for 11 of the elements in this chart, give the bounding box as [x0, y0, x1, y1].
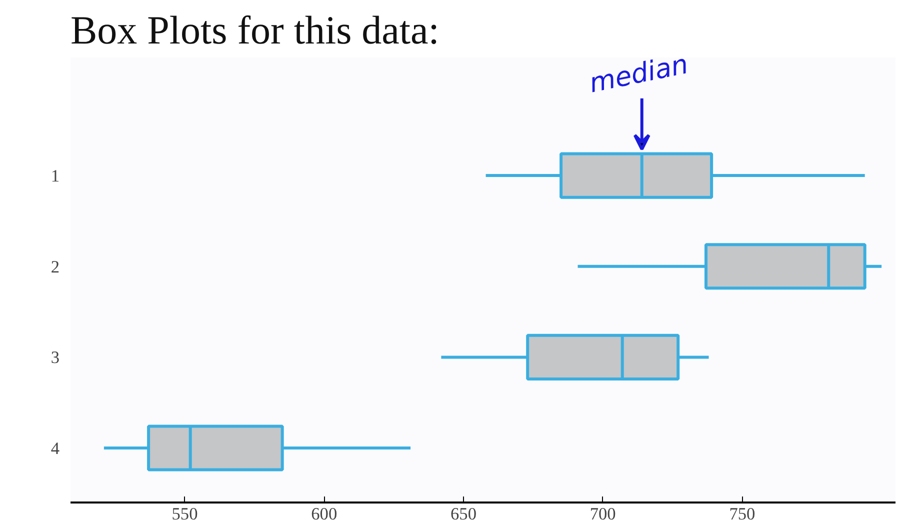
y-tick-label: 1 — [50, 166, 60, 186]
y-tick-label: 2 — [50, 257, 60, 276]
chart-title: Box Plots for this data: — [70, 8, 440, 52]
y-tick-label: 4 — [50, 439, 60, 458]
x-tick-label: 700 — [590, 504, 616, 524]
x-tick-label: 750 — [729, 504, 756, 524]
x-tick-label: 550 — [172, 504, 198, 524]
y-tick-label: 3 — [50, 348, 60, 368]
annotation: median — [586, 48, 691, 100]
x-tick-label: 600 — [311, 504, 338, 524]
x-tick-label: 650 — [450, 504, 476, 524]
